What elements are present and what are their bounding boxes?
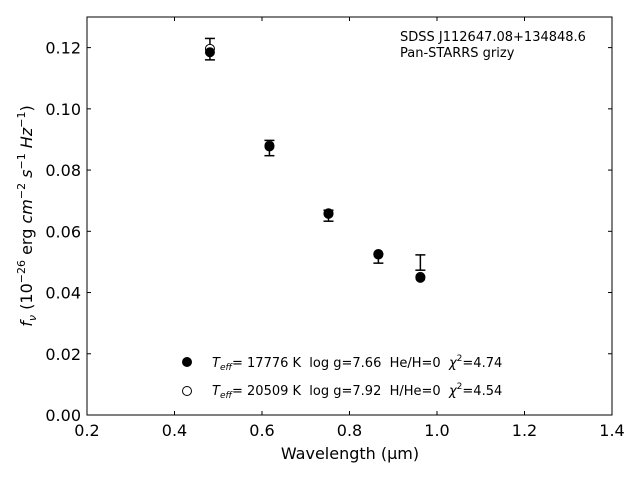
legend: Teff= 17776 K log g=7.66 He/H=0 χ2=4.74 … [182,354,502,401]
model-series-open [204,43,426,282]
x-tick-label: 1.0 [424,421,449,440]
model-point-filled [323,208,334,219]
y-tick-label: 0.06 [45,222,81,241]
x-tick-label: 0.6 [249,421,274,440]
annotation-object-name: SDSS J112647.08+134848.6 [400,30,586,45]
x-tick-label: 1.2 [512,421,537,440]
model-series-filled [204,47,426,283]
x-tick-label: 0.8 [337,421,362,440]
x-tick-label: 0.2 [74,421,99,440]
annotation-survey: Pan-STARRS grizy [400,46,515,61]
y-tick-label: 0.02 [45,345,81,364]
x-axis: 0.2 0.4 0.6 0.8 1.0 1.2 1.4 [74,17,625,440]
model-point-filled [264,141,275,152]
x-axis-title: Wavelength (μm) [281,444,419,463]
legend-label-1: Teff= 17776 K log g=7.66 He/H=0 χ2=4.74 [212,354,502,373]
y-tick-label: 0.12 [45,39,81,58]
y-tick-label: 0.04 [45,284,81,303]
y-axis: 0.00 0.02 0.04 0.06 0.08 0.10 0.12 [45,39,612,425]
y-tick-label: 0.10 [45,100,81,119]
x-tick-label: 0.4 [162,421,187,440]
y-tick-label: 0.00 [45,406,81,425]
y-tick-label: 0.08 [45,161,81,180]
model-point-filled [415,272,426,283]
legend-marker-open [182,386,192,396]
y-axis-title: fν (10−26 erg cm−2 s−1 Hz−1) [15,105,39,326]
errorbar [415,254,426,271]
model-point-filled [204,47,215,58]
observed-errorbars [204,37,426,271]
x-tick-label: 1.4 [599,421,624,440]
legend-marker-filled [182,357,192,367]
legend-label-2: Teff= 20509 K log g=7.92 H/He=0 χ2=4.54 [212,382,502,401]
model-point-filled [373,249,384,260]
